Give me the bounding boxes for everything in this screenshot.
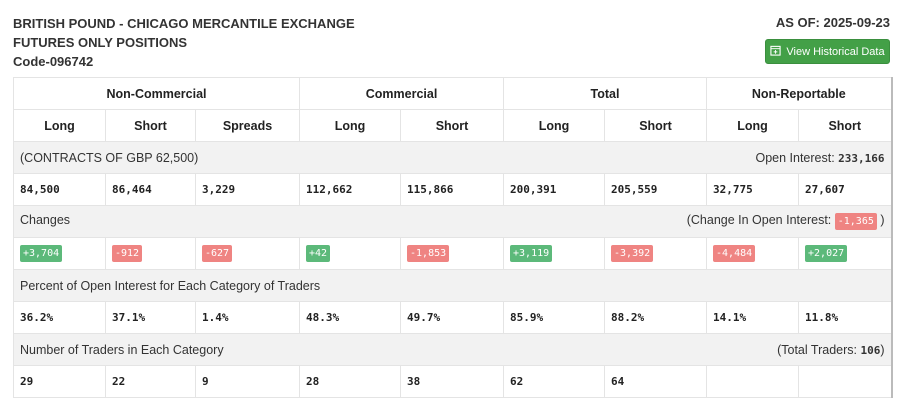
contracts-cell: 200,391 — [503, 173, 606, 206]
traders-cell: 62 — [503, 365, 606, 398]
percent-cell: 11.8% — [798, 301, 893, 334]
change-cell: -1,853 — [400, 237, 505, 270]
report-code: Code-096742 — [13, 54, 94, 69]
title-line1: BRITISH POUND - CHICAGO MERCANTILE EXCHA… — [13, 16, 355, 31]
column-header: Long — [299, 109, 402, 142]
contracts-cell: 3,229 — [194, 173, 301, 206]
report-title: BRITISH POUND - CHICAGO MERCANTILE EXCHA… — [13, 14, 355, 71]
contracts-cell: 86,464 — [105, 173, 196, 206]
group-header-row: Non-Commercial Commercial Total Non-Repo… — [12, 77, 893, 110]
traders-cell: 9 — [194, 365, 301, 398]
group-commercial: Commercial — [299, 77, 505, 110]
change-oi-label: (Change In Open Interest: — [686, 213, 835, 227]
column-header-row: Long Short Spreads Long Short Long Short Long Sh… — [13, 109, 893, 142]
open-interest-value: 233,166 — [838, 151, 885, 165]
total-traders-value: 106 — [860, 343, 881, 357]
percent-section-row: Percent of Open Interest for Each Catego… — [12, 269, 893, 302]
change-cell: -912 — [105, 237, 196, 270]
total-traders-label: (Total Traders: — [777, 342, 861, 357]
column-header: Short — [798, 109, 893, 142]
button-label: View Historical Data — [786, 45, 885, 58]
traders-cell — [798, 365, 893, 398]
changes-label: Changes — [20, 213, 71, 227]
percent-cell: 49.7% — [400, 301, 505, 334]
change-cell: +2,027 — [798, 237, 893, 270]
traders-cell: 64 — [604, 365, 708, 398]
change-badge: +3,704 — [20, 245, 63, 262]
column-header: Long — [706, 109, 800, 142]
percent-cell: 36.2% — [13, 301, 106, 334]
change-cell: -627 — [194, 237, 301, 270]
contracts-cell: 112,662 — [299, 173, 402, 206]
percent-cell: 1.4% — [194, 301, 301, 334]
change-oi-badge: -1,365 — [834, 213, 877, 230]
percent-row: 36.2% 37.1% 1.4% 48.3% 49.7% 85.9% 88.2% 14.1% 1… — [13, 301, 893, 334]
contracts-row: 84,500 86,464 3,229 112,662 115,866 200,391 20… — [13, 173, 893, 206]
percent-cell: 88.2% — [604, 301, 708, 334]
changes-section-row: Changes (Change In Open Interest: -1,365 … — [12, 205, 893, 238]
traders-cell — [706, 365, 800, 398]
change-cell: -3,392 — [604, 237, 708, 270]
contracts-cell: 27,607 — [798, 173, 893, 206]
group-non-reportable: Non-Reportable — [706, 77, 893, 110]
cot-table: Non-Commercial Commercial Total Non-Repo… — [12, 77, 893, 398]
column-header: Short — [400, 109, 505, 142]
paren: ) — [880, 342, 885, 357]
change-badge: -4,484 — [713, 245, 756, 262]
percent-label: Percent of Open Interest for Each Catego… — [20, 278, 321, 293]
change-cell: +3,119 — [503, 237, 606, 270]
column-header: Short — [105, 109, 196, 142]
change-badge: +2,027 — [805, 245, 848, 262]
change-badge: +3,119 — [510, 245, 553, 262]
contracts-section-row: (CONTRACTS OF GBP 62,500) Open Interest: … — [12, 141, 893, 174]
contracts-cell: 32,775 — [706, 173, 800, 206]
change-cell: -4,484 — [706, 237, 800, 270]
contracts-cell: 84,500 — [13, 173, 106, 206]
column-header: Long — [13, 109, 106, 142]
contracts-label: (CONTRACTS OF GBP 62,500) — [20, 150, 199, 165]
paren: ) — [876, 213, 885, 227]
percent-cell: 48.3% — [299, 301, 402, 334]
view-historical-data-button[interactable]: View Historical Data — [765, 39, 890, 64]
change-badge: -912 — [112, 245, 143, 262]
traders-cell: 28 — [299, 365, 402, 398]
traders-section-row: Number of Traders in Each Category (Total… — [12, 333, 893, 366]
traders-cell: 22 — [105, 365, 196, 398]
contracts-cell: 115,866 — [400, 173, 505, 206]
traders-row: 29 22 9 28 38 62 64 — [13, 365, 893, 398]
as-of-date: AS OF: 2025-09-23 — [775, 15, 890, 30]
title-line2: FUTURES ONLY POSITIONS — [13, 35, 188, 50]
traders-cell: 38 — [400, 365, 505, 398]
group-non-commercial: Non-Commercial — [12, 77, 301, 110]
contracts-cell: 205,559 — [604, 173, 708, 206]
column-header: Short — [604, 109, 708, 142]
percent-cell: 14.1% — [706, 301, 800, 334]
percent-cell: 37.1% — [105, 301, 196, 334]
column-header: Spreads — [194, 109, 301, 142]
group-total: Total — [503, 77, 708, 110]
column-header: Long — [503, 109, 606, 142]
calendar-icon — [770, 45, 782, 59]
change-cell: +42 — [299, 237, 402, 270]
change-badge: -3,392 — [611, 245, 654, 262]
percent-cell: 85.9% — [503, 301, 606, 334]
change-badge: -627 — [202, 245, 233, 262]
traders-label: Number of Traders in Each Category — [20, 342, 224, 357]
change-badge: +42 — [306, 245, 331, 262]
changes-row: +3,704 -912 -627 +42 -1,853 +3,119 -3,392 -4,48… — [13, 237, 893, 270]
traders-cell: 29 — [13, 365, 106, 398]
open-interest-label: Open Interest: — [755, 150, 839, 165]
change-cell: +3,704 — [13, 237, 106, 270]
change-badge: -1,853 — [407, 245, 450, 262]
